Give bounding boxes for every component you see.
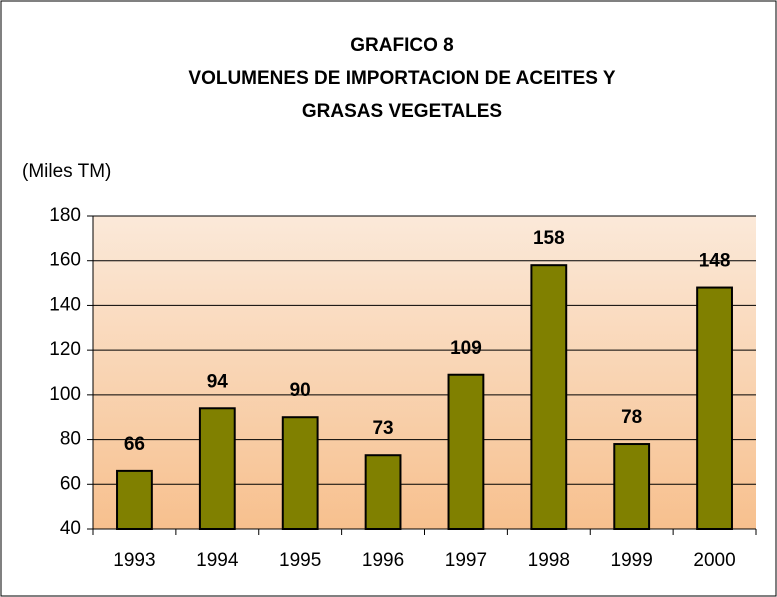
value-label: 66 — [124, 434, 145, 455]
bar — [530, 264, 568, 530]
y-tick-label: 80 — [60, 429, 81, 450]
value-label: 148 — [699, 251, 731, 272]
x-tick-label: 1997 — [445, 550, 487, 571]
chart-title: GRASAS VEGETALES — [302, 101, 502, 122]
value-label: 94 — [207, 371, 229, 392]
chart-title: GRAFICO 8 — [350, 35, 453, 56]
value-label: 109 — [450, 338, 482, 359]
x-tick-label: 1994 — [196, 550, 239, 571]
bar — [696, 286, 733, 530]
y-tick-label: 120 — [49, 339, 81, 360]
value-label: 90 — [290, 380, 311, 401]
y-tick-label: 60 — [60, 473, 81, 494]
y-axis-label: (Miles TM) — [22, 161, 111, 182]
value-label: 73 — [372, 418, 393, 439]
bar — [364, 454, 402, 531]
x-tick-label: 1993 — [113, 550, 155, 571]
x-tick-label: 1995 — [279, 550, 321, 571]
x-tick-label: 1996 — [362, 550, 404, 571]
bar — [613, 443, 651, 530]
y-tick-label: 100 — [49, 384, 81, 405]
value-label: 78 — [621, 407, 642, 428]
y-tick-label: 160 — [49, 250, 81, 271]
x-tick-label: 1998 — [528, 550, 570, 571]
x-tick-label: 1999 — [611, 550, 653, 571]
bar — [447, 373, 485, 530]
plot-area — [93, 216, 756, 529]
y-tick-label: 140 — [49, 294, 81, 315]
bar — [198, 407, 236, 530]
x-tick-label: 2000 — [693, 550, 735, 571]
y-tick-label: 40 — [60, 518, 81, 539]
bar — [116, 469, 153, 530]
bar — [281, 416, 319, 531]
chart-title: VOLUMENES DE IMPORTACION DE ACEITES Y — [188, 68, 616, 89]
value-label: 158 — [533, 228, 565, 249]
y-tick-label: 180 — [49, 205, 81, 226]
